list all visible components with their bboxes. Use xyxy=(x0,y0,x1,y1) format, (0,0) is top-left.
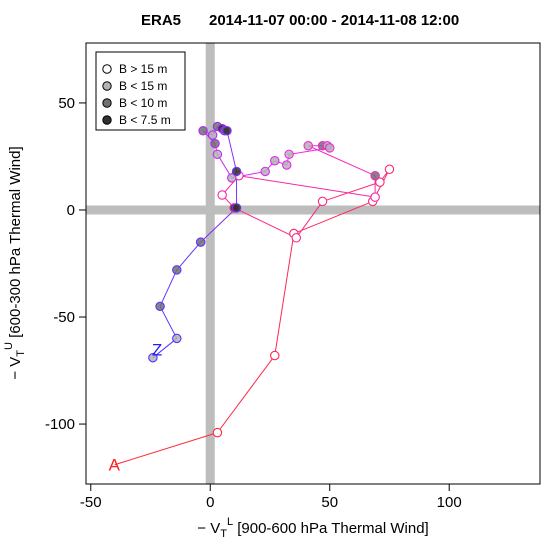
data-point xyxy=(291,233,302,243)
trajectory-segment xyxy=(238,175,376,198)
legend-entry-label: B < 15 m xyxy=(119,79,167,93)
data-point xyxy=(195,237,206,247)
trajectory-segment xyxy=(233,207,297,239)
trajectory-segment xyxy=(308,145,376,177)
data-point xyxy=(303,141,313,151)
x-tick-label: 100 xyxy=(437,494,462,511)
trajectory-segment xyxy=(200,207,237,243)
y-tick-label: 0 xyxy=(67,202,75,219)
trajectory-segment xyxy=(159,269,178,307)
trajectory-segment xyxy=(293,200,373,234)
legend-box xyxy=(95,51,186,131)
data-point xyxy=(155,301,165,312)
trajectory-markers xyxy=(148,121,395,438)
trajectory-segment xyxy=(274,233,295,356)
data-point xyxy=(172,265,182,275)
data-point xyxy=(231,203,242,213)
y-tick-label: -100 xyxy=(45,416,75,433)
data-point xyxy=(207,130,218,140)
data-point xyxy=(198,126,208,136)
legend-marker xyxy=(102,98,112,108)
legend: B > 15 m B < 15 m B < 10 m B < 7.5 m xyxy=(95,51,186,131)
data-point xyxy=(212,149,223,160)
y-tick-label: -50 xyxy=(53,309,75,326)
trajectory-segment xyxy=(159,306,178,339)
data-point xyxy=(324,143,335,153)
legend-marker xyxy=(102,115,112,125)
data-point xyxy=(284,149,294,160)
x-tick-label: -50 xyxy=(80,494,102,511)
x-tick-label: 0 xyxy=(206,494,214,511)
data-point xyxy=(217,190,227,200)
trajectory-series xyxy=(114,126,390,466)
data-point xyxy=(148,352,158,363)
reference-lines xyxy=(86,43,540,484)
legend-entry-label: B < 7.5 m xyxy=(119,113,171,127)
legend-marker xyxy=(102,64,112,74)
data-point xyxy=(370,192,380,202)
data-point xyxy=(281,160,292,170)
data-point xyxy=(231,166,242,177)
trajectory-segment xyxy=(322,181,381,202)
y-axis-label: − VTU [600-300 hPa Thermal Wind] xyxy=(3,146,27,379)
data-point xyxy=(270,350,280,361)
chart-title: ERA5 xyxy=(141,12,181,29)
trajectory-segment xyxy=(176,241,202,271)
data-point xyxy=(212,427,223,438)
data-point xyxy=(384,164,395,175)
trajectory-segment xyxy=(152,338,178,359)
trajectory-segment xyxy=(226,130,238,172)
data-point xyxy=(317,196,328,207)
legend-marker xyxy=(102,81,112,91)
end-label: Z xyxy=(152,341,162,360)
x-axis-label: − VTL [900-600 hPa Thermal Wind] xyxy=(197,516,428,540)
data-point xyxy=(227,173,237,183)
data-point xyxy=(375,177,385,187)
trajectory-segment xyxy=(217,355,276,433)
legend-entry-label: B > 15 m xyxy=(119,62,167,76)
trajectory-segment xyxy=(114,432,218,466)
start-label: A xyxy=(109,456,121,475)
x-axis: -50 0 50 100 xyxy=(80,484,462,511)
data-point xyxy=(260,166,270,177)
y-axis: -100 -50 0 50 xyxy=(45,95,86,433)
data-point xyxy=(172,333,182,344)
data-point xyxy=(270,155,280,166)
data-point xyxy=(370,170,380,181)
plot-frame xyxy=(85,42,541,485)
data-point xyxy=(222,126,232,136)
y-tick-label: 50 xyxy=(58,95,75,112)
legend-entry-label: B < 10 m xyxy=(119,96,167,110)
trajectory-segment xyxy=(295,201,323,239)
chart-subtitle: 2014-11-07 00:00 - 2014-11-08 12:00 xyxy=(209,12,459,29)
x-tick-label: 50 xyxy=(321,494,338,511)
data-point xyxy=(210,138,220,149)
